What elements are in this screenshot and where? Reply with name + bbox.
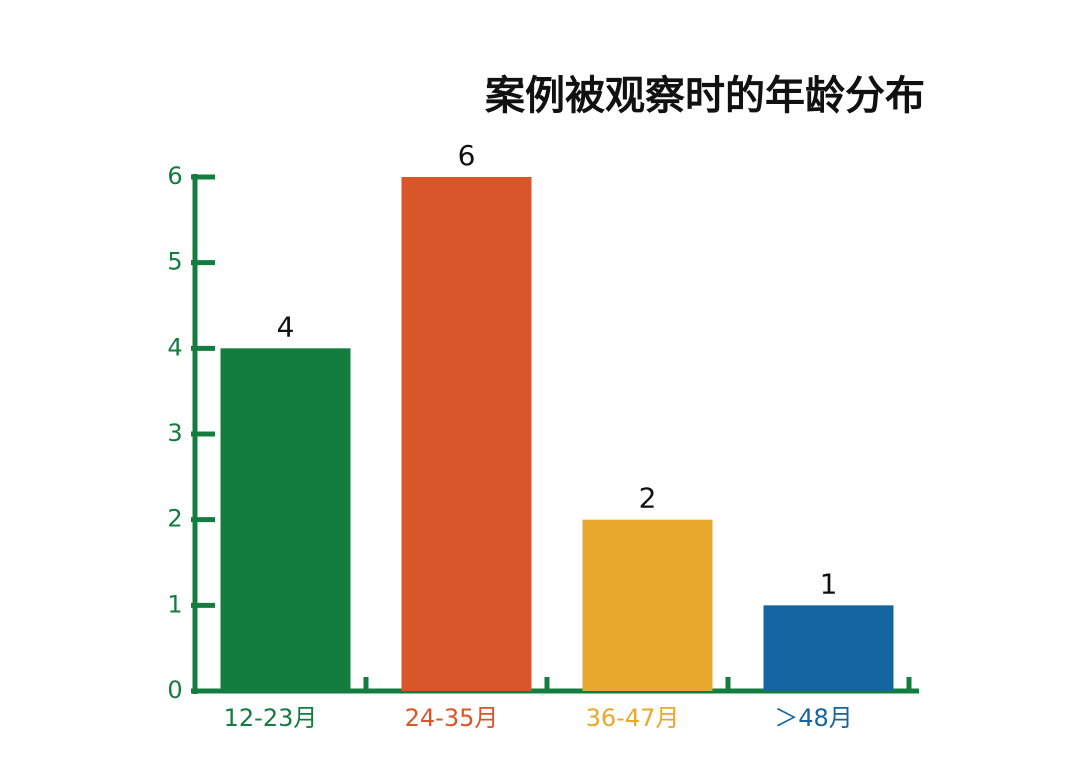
bar	[582, 519, 713, 691]
x-tick-label: 24-35月	[405, 704, 499, 732]
y-tick-label: 2	[167, 505, 182, 533]
chart-title: 案例被观察时的年龄分布	[485, 73, 925, 119]
data-label: 1	[820, 567, 838, 600]
bar	[220, 348, 351, 691]
data-label: 6	[458, 139, 476, 172]
x-tick-label: 12-23月	[224, 704, 318, 732]
x-tick-label: 36-47月	[586, 704, 680, 732]
y-tick-label: 5	[167, 248, 182, 276]
y-tick-label: 1	[167, 590, 182, 618]
y-tick-label: 6	[167, 162, 182, 190]
y-tick-label: 4	[167, 333, 182, 361]
x-tick-label: ＞48月	[774, 704, 853, 732]
data-label: 2	[639, 482, 657, 515]
bar	[763, 605, 894, 691]
data-label: 4	[277, 310, 295, 343]
y-tick-label: 0	[167, 676, 182, 704]
y-tick-label: 3	[167, 419, 182, 447]
bar	[401, 177, 532, 691]
